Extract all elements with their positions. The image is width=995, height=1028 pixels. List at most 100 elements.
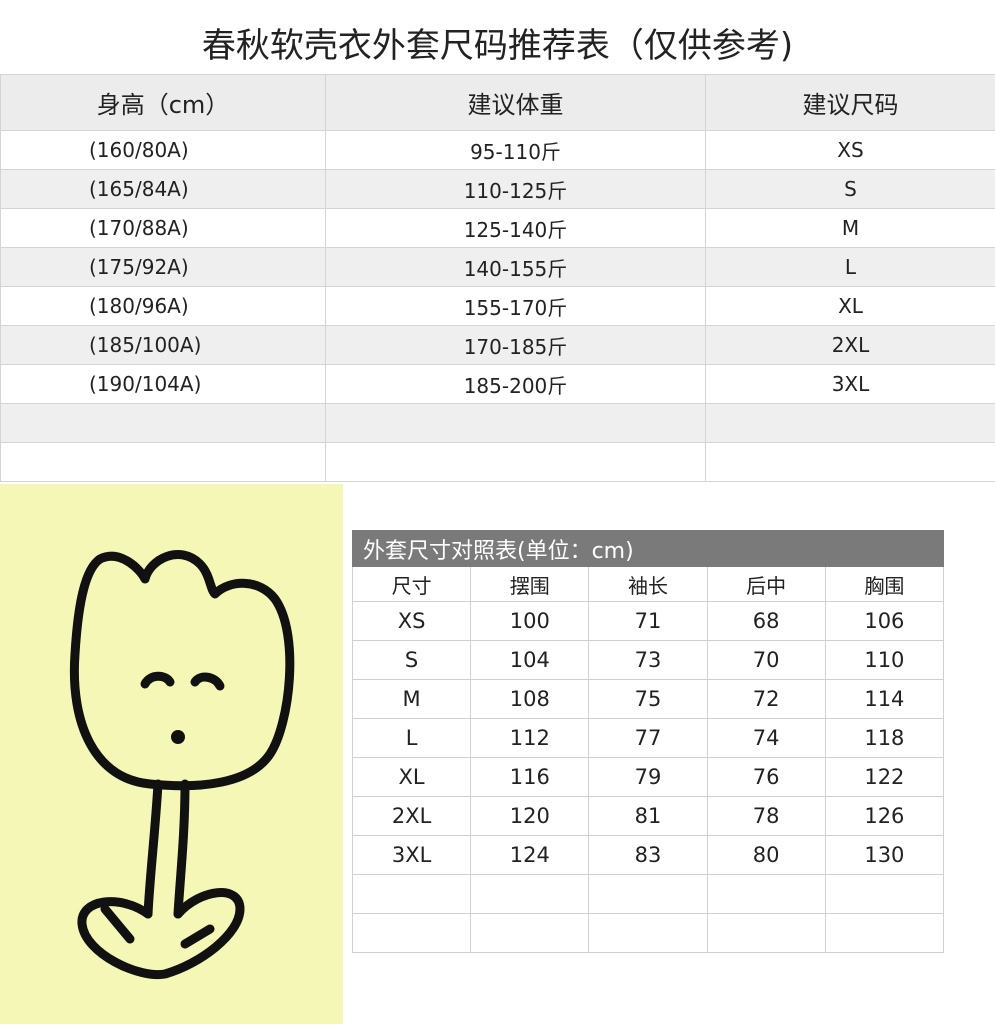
column-header: 身高（cm）	[1, 75, 326, 131]
table-cell: 106	[825, 602, 943, 641]
table-row	[1, 404, 995, 443]
table-cell	[353, 875, 471, 914]
column-header: 袖长	[589, 567, 707, 602]
table-cell: (185/100A)	[1, 326, 326, 365]
table-cell: 3XL	[706, 365, 995, 404]
table-cell: (190/104A)	[1, 365, 326, 404]
column-header: 后中	[707, 567, 825, 602]
table-cell	[706, 443, 995, 482]
table-cell: (160/80A)	[1, 131, 326, 170]
header-row: 尺寸摆围袖长后中胸围	[353, 567, 944, 602]
header-row: 身高（cm）建议体重建议尺码	[1, 75, 995, 131]
tulip-doodle-icon	[0, 484, 343, 1024]
table-cell	[706, 404, 995, 443]
table-cell: 80	[707, 836, 825, 875]
table-cell: M	[353, 680, 471, 719]
table-cell: 71	[589, 602, 707, 641]
table-cell: 155-170斤	[326, 287, 706, 326]
table-cell	[707, 914, 825, 953]
table-cell: 140-155斤	[326, 248, 706, 287]
size-chart-caption: 外套尺寸对照表(单位：cm)	[353, 531, 944, 567]
table-cell: XL	[706, 287, 995, 326]
column-header: 建议体重	[326, 75, 706, 131]
table-cell	[326, 404, 706, 443]
table-cell: 81	[589, 797, 707, 836]
column-header: 建议尺码	[706, 75, 995, 131]
table-cell: 74	[707, 719, 825, 758]
table-cell	[589, 875, 707, 914]
table-cell: 124	[471, 836, 589, 875]
table-row	[1, 443, 995, 482]
page-title: 春秋软壳衣外套尺码推荐表（仅供参考)	[0, 18, 995, 67]
table-cell: 185-200斤	[326, 365, 706, 404]
table-cell: 75	[589, 680, 707, 719]
table-cell: 77	[589, 719, 707, 758]
table-cell: 2XL	[353, 797, 471, 836]
table-cell	[589, 914, 707, 953]
table-cell	[1, 404, 326, 443]
table-cell: 100	[471, 602, 589, 641]
table-cell	[353, 914, 471, 953]
column-header: 尺寸	[353, 567, 471, 602]
table-cell: M	[706, 209, 995, 248]
table-cell: 83	[589, 836, 707, 875]
table-cell: 170-185斤	[326, 326, 706, 365]
table-cell: (175/92A)	[1, 248, 326, 287]
table-cell: 2XL	[706, 326, 995, 365]
table-cell	[825, 875, 943, 914]
table-cell: (170/88A)	[1, 209, 326, 248]
table-cell: 104	[471, 641, 589, 680]
table-cell: 108	[471, 680, 589, 719]
table-cell: 110	[825, 641, 943, 680]
table-cell: XS	[706, 131, 995, 170]
table-cell: S	[706, 170, 995, 209]
table-row	[353, 875, 944, 914]
table-row	[353, 914, 944, 953]
table-cell: 122	[825, 758, 943, 797]
column-header: 摆围	[471, 567, 589, 602]
table-cell: 112	[471, 719, 589, 758]
table-cell: XS	[353, 602, 471, 641]
table-cell	[707, 875, 825, 914]
table-cell: S	[353, 641, 471, 680]
caption-row: 外套尺寸对照表(单位：cm)	[353, 531, 944, 567]
table-cell: 78	[707, 797, 825, 836]
table-cell: 114	[825, 680, 943, 719]
table-cell: 130	[825, 836, 943, 875]
table-cell: 126	[825, 797, 943, 836]
table-cell: 70	[707, 641, 825, 680]
table-cell: 76	[707, 758, 825, 797]
table-cell	[326, 443, 706, 482]
table-cell: 79	[589, 758, 707, 797]
table-cell: L	[353, 719, 471, 758]
tulip-sticker	[0, 484, 343, 1024]
table-cell: 73	[589, 641, 707, 680]
table-cell: 125-140斤	[326, 209, 706, 248]
table-cell	[471, 875, 589, 914]
table-cell: 68	[707, 602, 825, 641]
table-cell	[471, 914, 589, 953]
table-cell: L	[706, 248, 995, 287]
table-cell: 116	[471, 758, 589, 797]
table-cell: 118	[825, 719, 943, 758]
table-cell: 110-125斤	[326, 170, 706, 209]
table-cell: 120	[471, 797, 589, 836]
table-cell	[1, 443, 326, 482]
table-cell: (165/84A)	[1, 170, 326, 209]
